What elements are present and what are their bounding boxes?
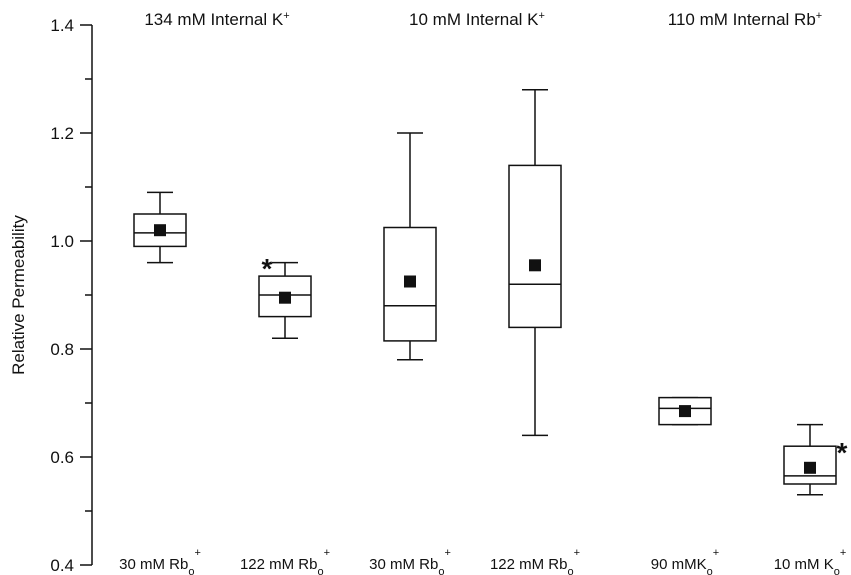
- mean-marker: [154, 224, 166, 237]
- group-label: 134 mM Internal K+: [144, 10, 289, 29]
- box-plot-item: *: [258, 253, 312, 339]
- y-tick-label: 0.6: [50, 448, 74, 467]
- mean-marker: [529, 259, 541, 272]
- mean-marker: [279, 291, 291, 304]
- interquartile-box: [783, 445, 837, 485]
- significance-marker: *: [262, 253, 273, 284]
- box-plot-item: [133, 191, 187, 264]
- mean-marker: [679, 405, 691, 418]
- category-labels: 30 mM Rbo+ 122 mM Rbo+ 30 mM Rbo+ 122 mM Rb…: [119, 547, 846, 575]
- y-tick-label: 1.2: [50, 124, 74, 143]
- box-plot-item: [658, 396, 712, 426]
- y-tick-label: 0.8: [50, 340, 74, 359]
- box-plot-item: *: [783, 423, 848, 496]
- group-label: 10 mM Internal K+: [409, 10, 545, 29]
- category-label: 90 mMKo+: [651, 547, 719, 575]
- y-tick-label: 1.0: [50, 232, 74, 251]
- significance-marker: *: [837, 437, 848, 468]
- y-axis: 0.4 0.6 0.8 1.0 1.2 1.4: [50, 16, 93, 575]
- interquartile-box: [508, 164, 562, 329]
- category-label: 122 mM Rbo+: [490, 547, 580, 575]
- category-label: 30 mM Rbo+: [369, 547, 451, 575]
- mean-marker: [804, 461, 816, 474]
- group-label: 110 mM Internal Rb+: [668, 10, 822, 29]
- category-label: 10 mM Ko+: [774, 547, 847, 575]
- box-plot-item: [508, 89, 562, 437]
- boxes: **: [133, 89, 848, 496]
- box-plot-item: [383, 132, 437, 361]
- category-label: 122 mM Rbo+: [240, 547, 330, 575]
- mean-marker: [404, 275, 416, 288]
- y-axis-title: Relative Permeability: [9, 215, 28, 375]
- category-label: 30 mM Rbo+: [119, 547, 201, 575]
- group-labels: 134 mM Internal K+ 10 mM Internal K+ 110 m…: [144, 10, 822, 29]
- y-tick-label: 1.4: [50, 16, 74, 35]
- y-tick-label: 0.4: [50, 556, 74, 575]
